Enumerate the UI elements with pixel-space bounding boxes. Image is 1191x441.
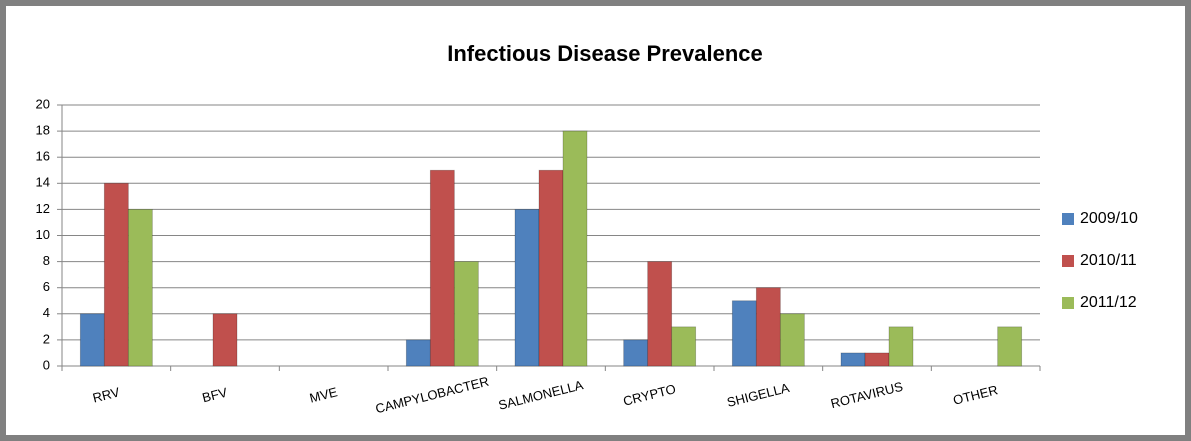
bar [647,261,673,367]
bar [888,326,914,367]
legend-swatch [1062,213,1074,225]
x-tick-label: MVE [308,384,339,405]
legend-label: 2011/12 [1080,294,1137,311]
y-tick-label: 16 [36,149,50,164]
bar [405,339,431,367]
y-tick-label: 18 [36,123,50,138]
bar [212,313,238,367]
legend-label: 2010/11 [1080,252,1137,269]
bar [79,313,105,367]
legend-swatch [1062,255,1074,267]
bar [671,326,697,367]
bar [623,339,649,367]
x-tick-label: BFV [201,385,229,406]
bar [453,261,479,367]
bar [538,169,564,367]
y-tick-label: 10 [36,227,50,242]
bar [864,352,890,367]
bar [127,208,153,367]
bar [840,352,866,367]
bar [997,326,1023,367]
y-tick-label: 0 [43,357,50,372]
bar [779,313,805,367]
bar [429,169,455,367]
legend-swatch [1062,297,1074,309]
y-tick-label: 12 [36,201,50,216]
legend-label: 2009/10 [1080,210,1138,227]
y-tick-label: 6 [43,279,50,294]
y-tick-label: 2 [43,331,50,346]
bar [562,130,588,367]
y-tick-label: 20 [36,96,50,111]
bar [514,208,540,367]
y-tick-label: 14 [36,175,50,190]
y-tick-label: 8 [43,253,50,268]
bar [731,300,757,367]
x-tick-label: RRV [91,384,121,405]
y-tick-label: 4 [43,305,50,320]
bar [103,182,129,367]
bar [755,287,781,367]
chart-title: Infectious Disease Prevalence [447,41,763,66]
